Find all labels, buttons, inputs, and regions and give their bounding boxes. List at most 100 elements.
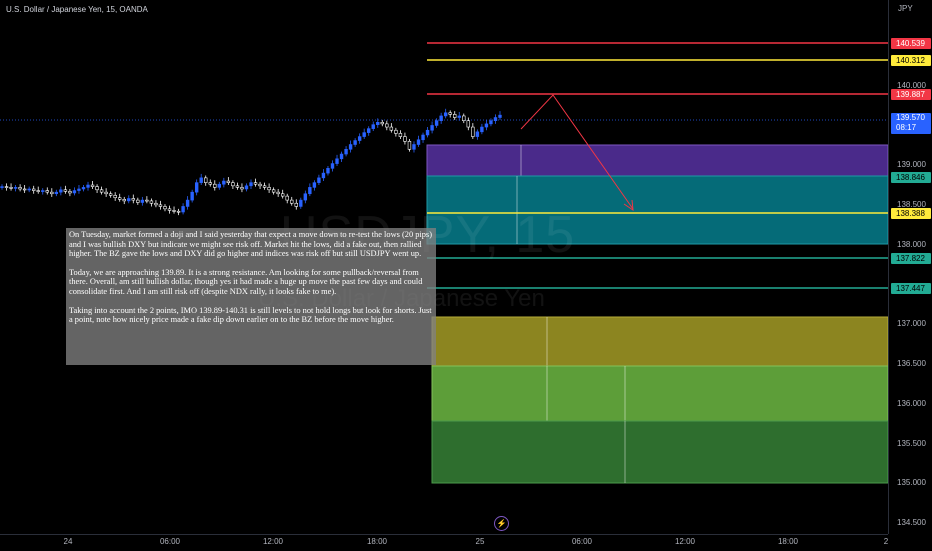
candle[interactable] bbox=[434, 118, 439, 128]
candle[interactable] bbox=[68, 188, 72, 197]
candle[interactable] bbox=[122, 196, 126, 205]
candle[interactable] bbox=[439, 112, 443, 124]
candle[interactable] bbox=[118, 193, 122, 202]
candle[interactable] bbox=[181, 203, 185, 215]
candle[interactable] bbox=[471, 123, 475, 139]
candle[interactable] bbox=[127, 195, 131, 204]
zone-box[interactable] bbox=[426, 144, 888, 177]
candle[interactable] bbox=[31, 185, 36, 194]
candle[interactable] bbox=[339, 151, 344, 162]
candle[interactable] bbox=[493, 114, 498, 124]
candle[interactable] bbox=[312, 180, 317, 191]
candle[interactable] bbox=[380, 119, 384, 127]
candle[interactable] bbox=[27, 186, 31, 193]
candle[interactable] bbox=[299, 197, 303, 209]
candle[interactable] bbox=[448, 110, 452, 118]
candle[interactable] bbox=[13, 185, 18, 192]
candle[interactable] bbox=[462, 113, 466, 124]
candle[interactable] bbox=[290, 196, 294, 206]
zone-box[interactable] bbox=[426, 175, 888, 245]
candle[interactable] bbox=[276, 188, 280, 197]
candle[interactable] bbox=[285, 193, 289, 204]
candle[interactable] bbox=[54, 189, 59, 197]
candle[interactable] bbox=[317, 174, 321, 186]
candle[interactable] bbox=[425, 127, 430, 138]
candle[interactable] bbox=[376, 118, 380, 128]
candle[interactable] bbox=[204, 175, 208, 186]
candle[interactable] bbox=[362, 128, 366, 139]
candle[interactable] bbox=[172, 206, 176, 214]
candle[interactable] bbox=[226, 177, 231, 186]
lightning-icon[interactable]: ⚡ bbox=[494, 516, 509, 531]
candle[interactable] bbox=[394, 127, 398, 137]
candle[interactable] bbox=[194, 179, 199, 196]
candle[interactable] bbox=[407, 138, 412, 152]
candle[interactable] bbox=[457, 111, 461, 121]
candle[interactable] bbox=[357, 133, 362, 144]
analysis-note[interactable]: On Tuesday, market formed a doji and I s… bbox=[66, 228, 436, 365]
candle[interactable] bbox=[41, 188, 45, 195]
candle[interactable] bbox=[108, 191, 113, 198]
candle[interactable] bbox=[4, 183, 9, 191]
candle[interactable] bbox=[443, 108, 448, 119]
zone-box[interactable] bbox=[431, 365, 888, 422]
candle[interactable] bbox=[149, 198, 154, 207]
candle[interactable] bbox=[86, 181, 90, 191]
candle[interactable] bbox=[158, 200, 163, 210]
candle[interactable] bbox=[235, 182, 240, 190]
candle[interactable] bbox=[480, 123, 484, 135]
candle[interactable] bbox=[208, 179, 212, 187]
candle[interactable] bbox=[213, 180, 217, 191]
candle[interactable] bbox=[72, 187, 77, 196]
candle[interactable] bbox=[59, 186, 63, 196]
candle[interactable] bbox=[489, 118, 493, 127]
candle[interactable] bbox=[280, 189, 285, 199]
candle[interactable] bbox=[0, 184, 4, 190]
time-axis[interactable] bbox=[0, 534, 888, 551]
candle[interactable] bbox=[484, 119, 489, 131]
candle[interactable] bbox=[154, 200, 158, 208]
candle[interactable] bbox=[36, 186, 40, 194]
candle[interactable] bbox=[199, 173, 203, 186]
candle[interactable] bbox=[421, 132, 425, 143]
candle[interactable] bbox=[344, 146, 348, 157]
candle[interactable] bbox=[18, 184, 22, 192]
candle[interactable] bbox=[231, 180, 235, 189]
candle[interactable] bbox=[185, 196, 190, 210]
candle[interactable] bbox=[113, 192, 117, 201]
candle[interactable] bbox=[145, 196, 149, 204]
candle[interactable] bbox=[217, 181, 222, 190]
candle[interactable] bbox=[267, 183, 271, 193]
candle[interactable] bbox=[262, 182, 267, 190]
candle[interactable] bbox=[498, 111, 502, 120]
candle[interactable] bbox=[50, 188, 54, 197]
candle[interactable] bbox=[321, 169, 326, 182]
candle[interactable] bbox=[308, 183, 312, 197]
price-chart[interactable] bbox=[0, 0, 888, 534]
candle[interactable] bbox=[398, 130, 403, 139]
candle[interactable] bbox=[222, 177, 226, 188]
candle[interactable] bbox=[353, 138, 357, 147]
candle[interactable] bbox=[475, 129, 480, 140]
candle[interactable] bbox=[104, 188, 108, 197]
candle[interactable] bbox=[176, 208, 181, 216]
candle[interactable] bbox=[303, 190, 308, 204]
candle[interactable] bbox=[190, 189, 194, 203]
candle[interactable] bbox=[253, 178, 258, 187]
candle[interactable] bbox=[9, 183, 13, 191]
candle[interactable] bbox=[140, 196, 145, 206]
candle[interactable] bbox=[90, 181, 95, 189]
candle[interactable] bbox=[367, 126, 371, 136]
candle[interactable] bbox=[258, 181, 262, 189]
candle[interactable] bbox=[271, 187, 276, 195]
candle[interactable] bbox=[294, 199, 298, 210]
candle[interactable] bbox=[45, 187, 49, 195]
candle[interactable] bbox=[22, 185, 27, 193]
candle[interactable] bbox=[240, 183, 244, 193]
candle[interactable] bbox=[95, 184, 99, 193]
candle[interactable] bbox=[385, 120, 389, 131]
candle[interactable] bbox=[249, 179, 253, 189]
candle[interactable] bbox=[389, 123, 394, 133]
candle[interactable] bbox=[330, 160, 335, 172]
candle[interactable] bbox=[348, 140, 353, 153]
